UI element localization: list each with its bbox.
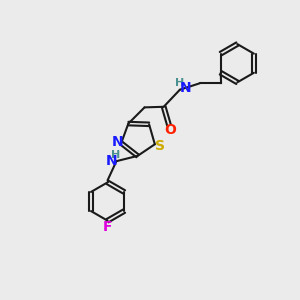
Text: H: H bbox=[111, 150, 120, 160]
Text: N: N bbox=[106, 154, 118, 168]
Text: N: N bbox=[179, 81, 191, 95]
Text: S: S bbox=[154, 139, 164, 153]
Text: O: O bbox=[164, 123, 176, 137]
Text: F: F bbox=[103, 220, 112, 233]
Text: H: H bbox=[175, 78, 184, 88]
Text: N: N bbox=[112, 135, 123, 149]
